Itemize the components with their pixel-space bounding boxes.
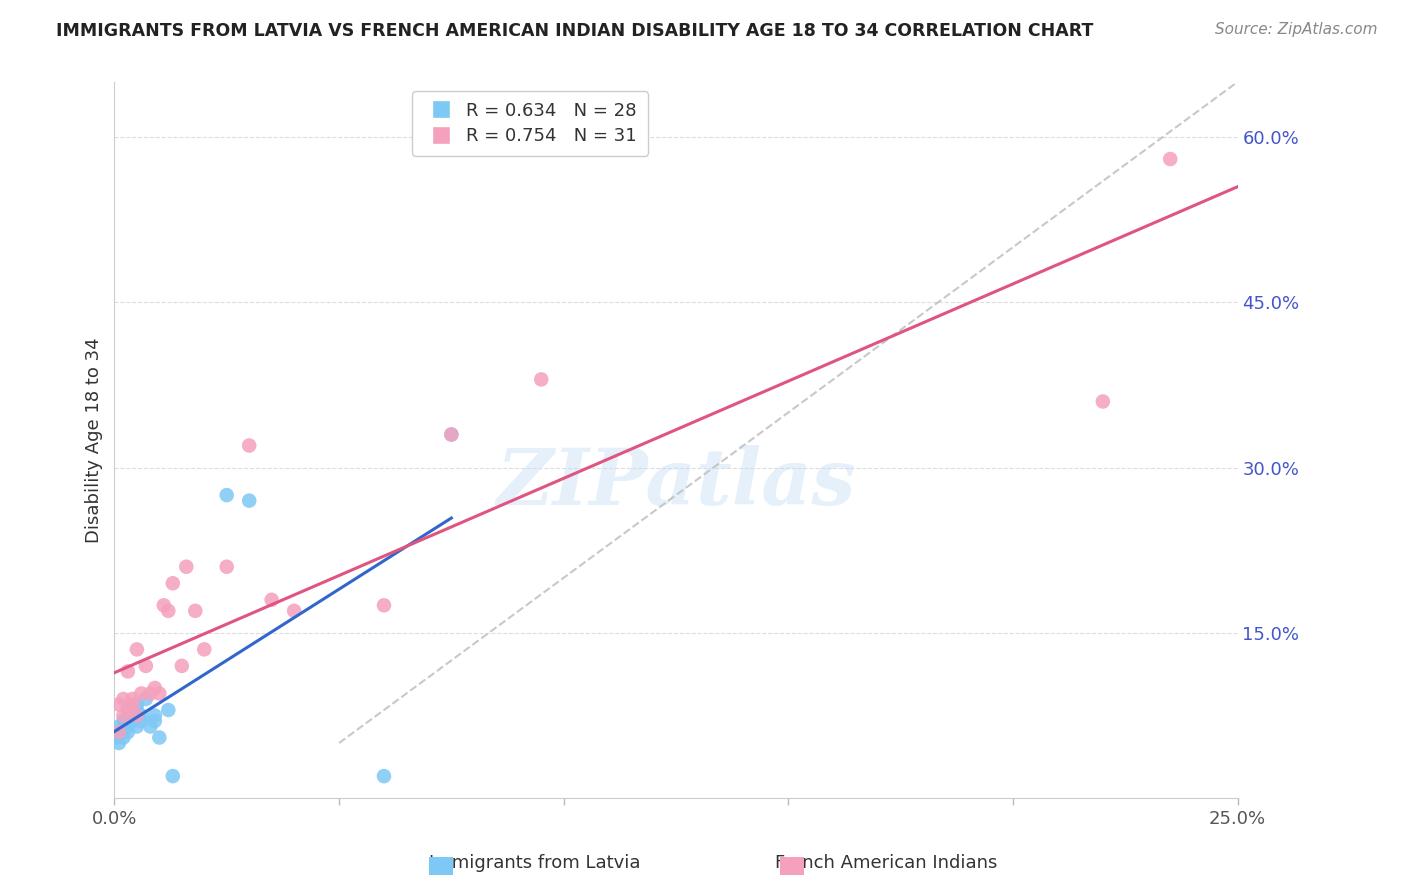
Point <box>117 725 139 739</box>
Point <box>283 604 305 618</box>
Point <box>157 604 180 618</box>
Point <box>117 719 139 733</box>
Point <box>114 714 136 728</box>
Point <box>176 559 198 574</box>
Point <box>125 703 148 717</box>
Point <box>373 599 395 613</box>
Point <box>108 736 131 750</box>
Point <box>215 488 238 502</box>
Point <box>131 708 153 723</box>
Point <box>373 769 395 783</box>
Point <box>112 708 135 723</box>
Point <box>215 559 238 574</box>
Point <box>110 725 132 739</box>
Point <box>108 698 131 712</box>
Point <box>121 692 143 706</box>
Point <box>143 714 166 728</box>
Legend: R = 0.634   N = 28, R = 0.754   N = 31: R = 0.634 N = 28, R = 0.754 N = 31 <box>412 91 648 156</box>
Point <box>440 427 463 442</box>
Point <box>170 659 193 673</box>
Point <box>125 708 148 723</box>
Point <box>1159 152 1181 166</box>
Point <box>139 686 162 700</box>
Point <box>112 714 135 728</box>
Text: French American Indians: French American Indians <box>775 855 997 872</box>
Point <box>117 703 139 717</box>
Point <box>139 719 162 733</box>
Point <box>153 599 176 613</box>
Point <box>143 681 166 695</box>
Point <box>135 692 157 706</box>
Point <box>121 708 143 723</box>
Point <box>112 731 135 745</box>
Point <box>117 665 139 679</box>
Point <box>157 703 180 717</box>
Text: Immigrants from Latvia: Immigrants from Latvia <box>429 855 640 872</box>
Point <box>112 692 135 706</box>
Point <box>260 592 283 607</box>
Point <box>108 725 131 739</box>
Text: IMMIGRANTS FROM LATVIA VS FRENCH AMERICAN INDIAN DISABILITY AGE 18 TO 34 CORRELA: IMMIGRANTS FROM LATVIA VS FRENCH AMERICA… <box>56 22 1094 40</box>
Point <box>238 493 260 508</box>
Point <box>440 427 463 442</box>
Point <box>238 438 260 452</box>
Point <box>148 686 170 700</box>
Point <box>105 731 128 745</box>
Point <box>143 708 166 723</box>
Point <box>117 703 139 717</box>
Point <box>125 642 148 657</box>
Point <box>125 719 148 733</box>
Point <box>162 576 184 591</box>
Point <box>121 698 143 712</box>
Text: ZIPatlas: ZIPatlas <box>496 445 856 521</box>
Point <box>131 714 153 728</box>
Point <box>530 372 553 386</box>
Y-axis label: Disability Age 18 to 34: Disability Age 18 to 34 <box>86 337 103 543</box>
Point <box>121 714 143 728</box>
Text: Source: ZipAtlas.com: Source: ZipAtlas.com <box>1215 22 1378 37</box>
Point <box>131 686 153 700</box>
Point <box>162 769 184 783</box>
Point <box>108 719 131 733</box>
Point <box>184 604 207 618</box>
Point <box>135 659 157 673</box>
Point <box>125 698 148 712</box>
Point <box>1091 394 1114 409</box>
Point <box>193 642 215 657</box>
Point <box>148 731 170 745</box>
